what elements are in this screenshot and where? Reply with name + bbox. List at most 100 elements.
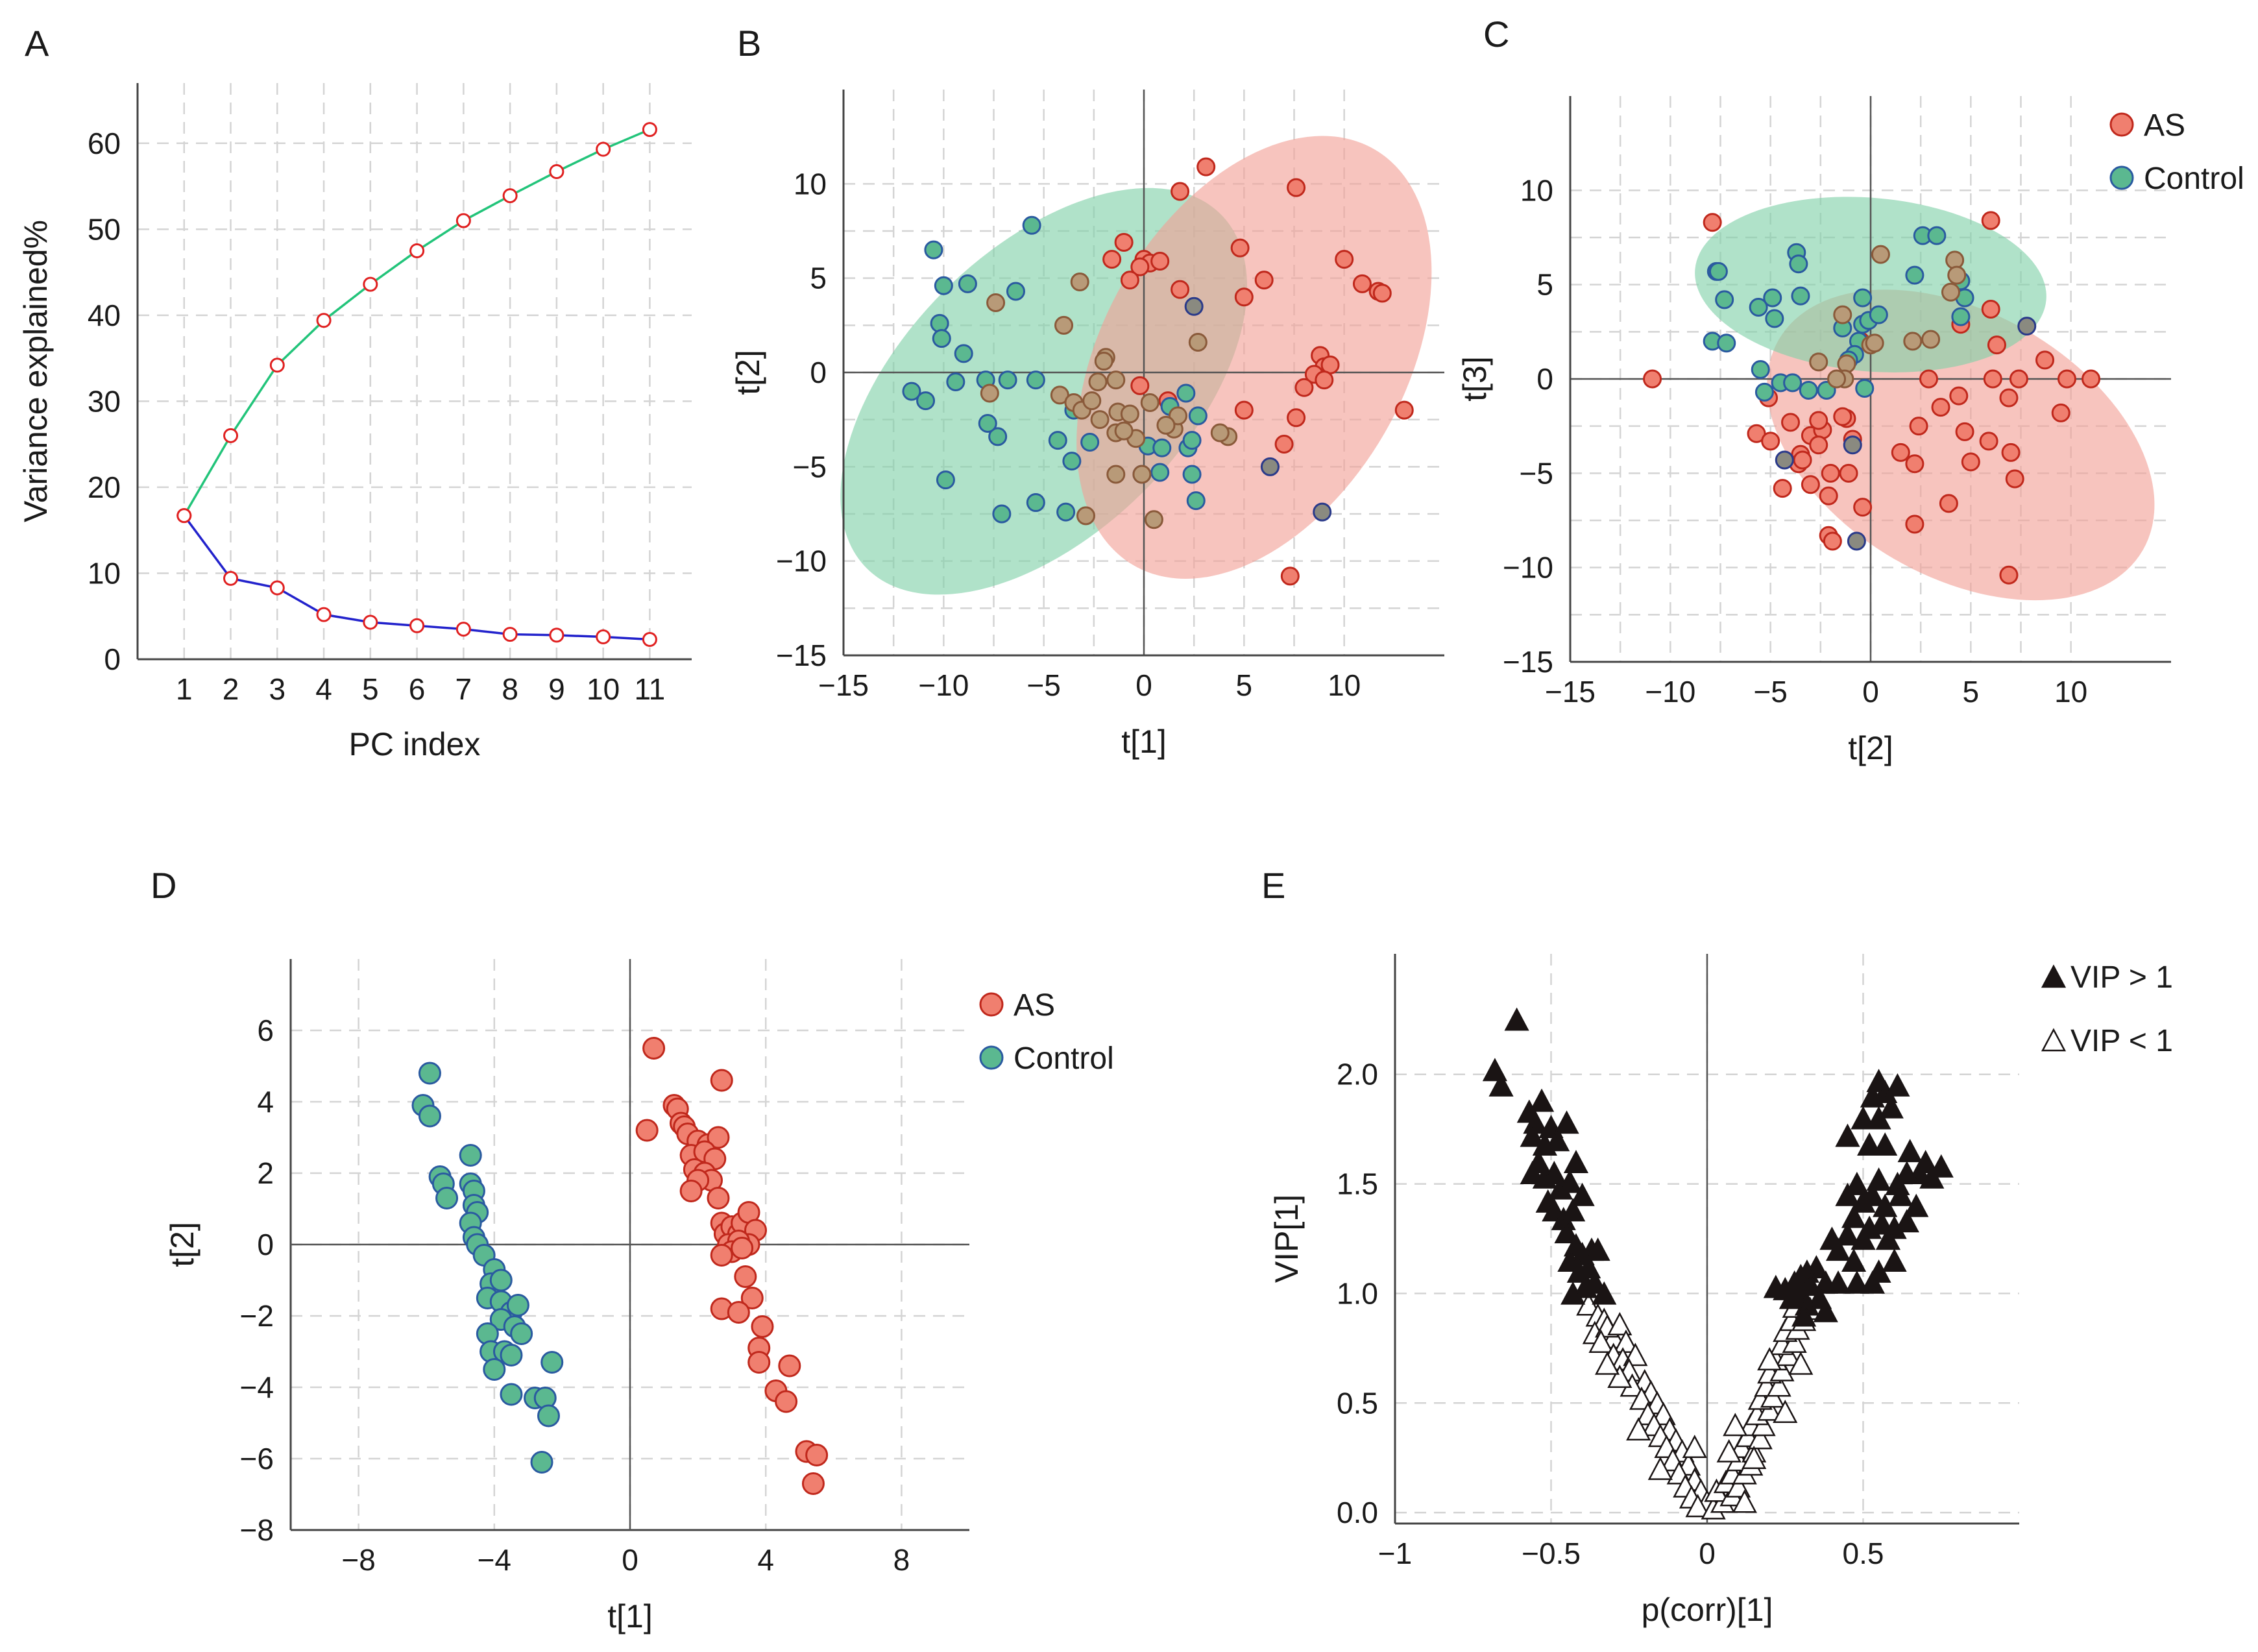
b-point-as [1294,378,1314,397]
c-point-overlap [1827,369,1847,389]
c-point-as [1981,299,2000,319]
b-point-as [1171,182,1190,201]
b-point-dark [1260,457,1280,476]
e-point-vip-above-1 [1825,1237,1851,1261]
chart-plsda-t1-t2: −8 −4 0 4 8 −8 −6 −4 −2 0 2 4 6 t[1] t[2] AS Control [164,959,1114,1634]
a-point-cumulative [549,164,564,180]
a-y-tick: 40 [88,298,121,332]
e-point-vip-above-1 [1520,1123,1545,1147]
d-point-control [537,1404,560,1427]
b-point-control [1026,370,1045,390]
a-point-individual [316,607,332,622]
b-point-control [1006,282,1025,301]
c-point-overlap [1903,332,1923,351]
e-point-vip-below-1 [1723,1413,1748,1437]
e-point-vip-below-1 [1607,1312,1633,1335]
e-point-vip-above-1 [1878,1095,1904,1119]
b-x-tick: 5 [1236,668,1253,702]
d-point-control [510,1322,533,1345]
d-y-tick: −8 [240,1513,274,1547]
c-point-as [1949,386,1969,406]
c-point-control [1717,334,1736,353]
b-y-tick: −5 [793,450,827,483]
c-point-as [1833,407,1852,426]
d-point-as [747,1351,771,1374]
b-point-as [1394,400,1414,420]
c-point-as [2035,350,2055,370]
b-point-overlap [1106,465,1126,484]
e-point-vip-below-1 [1732,1489,1757,1513]
b-point-control [992,504,1012,524]
b-point-control [1186,491,1206,511]
b-point-control [998,370,1017,390]
b-point-control [1182,465,1202,484]
b-point-control [1056,502,1076,522]
d-x-tick: −4 [478,1543,511,1577]
e-x-tick: 0 [1699,1537,1716,1570]
b-point-overlap [980,383,999,403]
b-point-control [978,413,997,433]
a-point-individual [549,627,564,643]
b-point-overlap [1140,393,1159,413]
e-point-vip-above-1 [1778,1285,1804,1309]
e-point-vip-above-1 [1557,1169,1583,1193]
e-legend-marker-vip-below-1 [2041,1028,2067,1052]
b-y-tick: 5 [810,261,827,295]
e-point-vip-above-1 [1554,1110,1579,1134]
b-point-as [1287,178,1306,197]
e-point-vip-below-1 [1747,1426,1773,1450]
c-x-tick: −5 [1753,675,1787,709]
a-y-tick: 30 [88,384,121,418]
b-point-control [916,391,936,411]
d-x-tick: 8 [893,1543,910,1577]
d-point-as [710,1069,733,1092]
a-point-individual [502,627,518,642]
b-point-as [1335,250,1354,269]
d-point-control [489,1269,513,1292]
b-point-as [1254,271,1274,290]
a-x-label: PC index [349,726,481,762]
e-legend-label-vip-above-1: VIP > 1 [2070,960,2173,995]
e-point-vip-below-1 [1766,1373,1791,1397]
b-point-control [1022,215,1041,235]
b-point-as [1102,250,1122,269]
d-y-tick: −6 [240,1442,274,1476]
e-point-vip-above-1 [1763,1274,1788,1298]
b-point-overlap [1144,510,1163,529]
e-point-vip-below-1 [1716,1439,1742,1463]
b-point-overlap [1090,410,1110,430]
c-point-as [1939,494,1958,513]
e-x-label: p(corr)[1] [1642,1592,1773,1628]
c-point-control [1751,359,1770,379]
b-point-as [1150,252,1170,271]
e-point-vip-below-1 [1613,1330,1639,1353]
c-point-as [1981,211,2000,230]
c-point-control [1754,382,1774,402]
d-y-label: t[2] [164,1222,200,1267]
e-point-vip-above-1 [1585,1237,1610,1261]
b-point-control [988,427,1008,446]
b-point-control [1152,438,1172,457]
e-point-vip-below-1 [1685,1494,1710,1518]
c-point-control [1715,290,1734,310]
a-point-cumulative [409,243,425,258]
b-point-overlap [1210,423,1230,443]
e-point-vip-above-1 [1844,1270,1869,1294]
panel-label-b: B [737,23,761,64]
e-point-vip-above-1 [1844,1171,1869,1195]
c-point-as [1643,369,1662,389]
e-point-vip-above-1 [1904,1193,1929,1217]
c-point-control [1855,379,1875,398]
d-point-control [506,1294,529,1317]
c-point-control [1853,288,1873,308]
b-point-overlap [1106,370,1126,390]
b-point-control [958,274,977,293]
d-y-tick: 4 [257,1085,274,1119]
c-point-as [1809,435,1828,455]
e-point-vip-above-1 [1835,1222,1860,1246]
c-y-tick: −10 [1503,551,1553,585]
b-point-overlap [1188,332,1208,352]
d-x-tick: −8 [341,1543,375,1577]
c-y-tick: 0 [1536,362,1553,396]
a-point-cumulative [269,358,285,373]
